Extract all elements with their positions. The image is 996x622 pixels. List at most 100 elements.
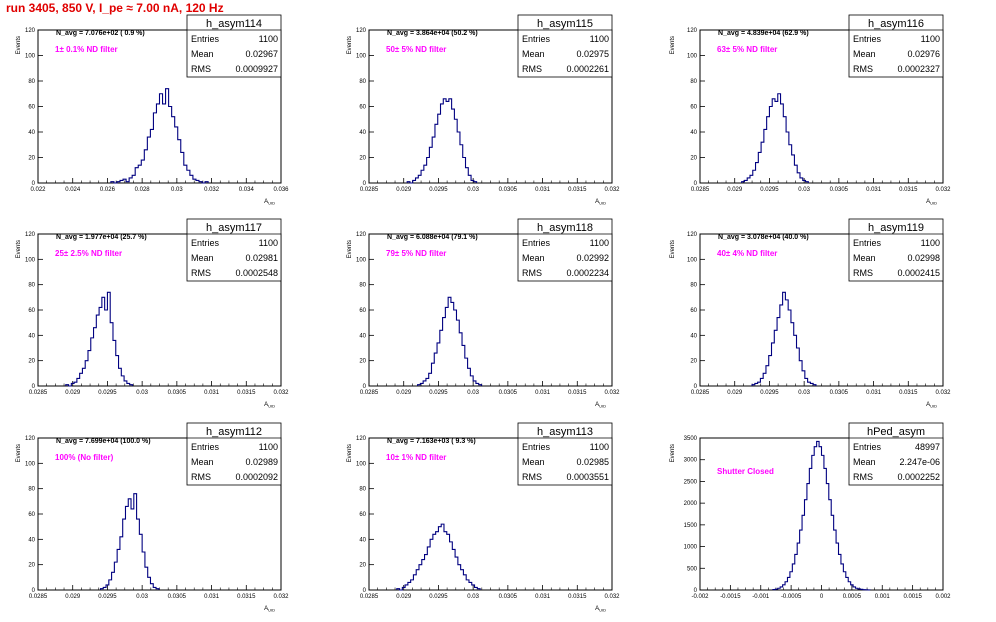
x-tick-label: 0.0305 xyxy=(499,187,518,193)
x-tick-label: 0.03 xyxy=(136,594,148,600)
x-tick-label: 0.026 xyxy=(100,187,116,193)
n-avg-label: N_avg = 1.977e+04 (25.7 %) xyxy=(56,234,147,241)
stats-value: 0.0003551 xyxy=(566,472,609,482)
y-tick-label: 60 xyxy=(28,105,35,111)
x-axis-label: AUID xyxy=(595,199,606,206)
histogram-line xyxy=(99,493,160,590)
x-tick-label: 0.0305 xyxy=(830,390,849,396)
y-tick-label: 120 xyxy=(356,232,367,238)
x-axis-label-subscript: UID xyxy=(599,608,606,613)
x-tick-label: 0.0305 xyxy=(830,187,849,193)
x-tick-label: 0 xyxy=(820,594,824,600)
stats-value: 1100 xyxy=(921,34,940,44)
x-tick-label: 0.03 xyxy=(467,187,479,193)
x-tick-label: 0.029 xyxy=(727,187,743,193)
x-axis-label-subscript: UID xyxy=(268,404,275,409)
histogram-name: h_asym116 xyxy=(868,18,924,30)
y-tick-label: 120 xyxy=(25,232,36,238)
stats-label: RMS xyxy=(191,64,211,74)
x-tick-label: 0.032 xyxy=(273,390,289,396)
y-tick-label: 0 xyxy=(32,588,36,594)
x-tick-label: 0.031 xyxy=(204,594,220,600)
y-tick-label: 0 xyxy=(694,384,698,390)
y-tick-label: 20 xyxy=(690,156,697,162)
stats-box xyxy=(186,218,282,282)
stats-label: RMS xyxy=(522,64,542,74)
n-avg-label: N_avg = 3.078e+04 (40.0 %) xyxy=(718,234,809,241)
stats-value: 0.0002092 xyxy=(235,472,278,482)
y-axis-label: Events xyxy=(347,444,353,462)
x-tick-label: 0.0295 xyxy=(760,187,779,193)
y-tick-label: 120 xyxy=(687,28,698,34)
y-tick-label: 20 xyxy=(359,563,366,569)
x-axis-label: AUID xyxy=(595,606,606,613)
stats-label: Entries xyxy=(191,34,220,44)
x-tick-label: 0.0295 xyxy=(429,594,448,600)
y-axis-label: Events xyxy=(347,36,353,54)
x-axis-label-subscript: UID xyxy=(599,201,606,206)
n-avg-label: N_avg = 7.699e+04 (100.0 %) xyxy=(56,438,151,445)
y-tick-label: 20 xyxy=(359,359,366,365)
y-tick-label: 80 xyxy=(690,79,697,85)
histogram-name: h_asym113 xyxy=(537,426,593,438)
y-axis-label: Events xyxy=(670,240,676,258)
x-tick-label: 0.0285 xyxy=(360,594,379,600)
filter-label: 1± 0.1% ND filter xyxy=(55,45,118,54)
histogram-name: h_asym119 xyxy=(868,222,924,234)
x-tick-label: 0.031 xyxy=(866,187,882,193)
x-axis-label-subscript: UID xyxy=(268,201,275,206)
y-tick-label: 80 xyxy=(359,79,366,85)
y-tick-label: 20 xyxy=(28,156,35,162)
y-tick-label: 100 xyxy=(25,461,36,467)
stats-box xyxy=(517,218,613,282)
histogram-name: hPed_asym xyxy=(867,426,925,438)
x-tick-label: 0.0315 xyxy=(237,390,256,396)
x-tick-label: 0.032 xyxy=(604,187,620,193)
x-axis-label: AUID xyxy=(926,199,937,206)
stats-box xyxy=(186,422,282,486)
histogram-line xyxy=(406,98,478,184)
x-tick-label: 0.0305 xyxy=(168,390,187,396)
x-tick-label: -0.001 xyxy=(752,594,770,600)
y-tick-label: 3500 xyxy=(684,436,698,442)
stats-value: 0.02975 xyxy=(576,49,609,59)
histogram-panel-h_asym119: 0.0285 0.029 0.0295 0.03 0.0305 0.031 0.0315 0.… xyxy=(670,218,951,409)
y-axis-label: Events xyxy=(347,240,353,258)
y-tick-label: 100 xyxy=(25,54,36,60)
x-tick-label: 0.0285 xyxy=(29,594,48,600)
filter-label: 25± 2.5% ND filter xyxy=(55,249,122,258)
stats-value: 0.02981 xyxy=(245,253,278,263)
histogram-name: h_asym114 xyxy=(206,18,262,30)
x-tick-label: 0.029 xyxy=(396,594,412,600)
x-tick-label: -0.0015 xyxy=(720,594,741,600)
y-tick-label: 60 xyxy=(28,512,35,518)
y-tick-label: 40 xyxy=(28,537,35,543)
stats-label: Entries xyxy=(853,238,882,248)
stats-value: 0.02967 xyxy=(245,49,278,59)
x-tick-label: 0.0285 xyxy=(360,187,379,193)
x-tick-label: 0.0015 xyxy=(903,594,922,600)
stats-label: Mean xyxy=(191,49,214,59)
y-tick-label: 120 xyxy=(25,436,36,442)
y-tick-label: 100 xyxy=(356,54,367,60)
histogram-panel-h_asym117: 0.0285 0.029 0.0295 0.03 0.0305 0.031 0.0315 0.… xyxy=(16,218,289,409)
stats-value: 0.02976 xyxy=(907,49,940,59)
n-avg-label: N_avg = 4.839e+04 (62.9 %) xyxy=(718,30,809,37)
y-tick-label: 120 xyxy=(25,28,36,34)
x-tick-label: 0.001 xyxy=(875,594,891,600)
x-tick-label: 0.031 xyxy=(866,390,882,396)
histogram-line xyxy=(741,93,809,183)
x-tick-label: 0.032 xyxy=(935,390,951,396)
y-tick-label: 40 xyxy=(359,130,366,136)
stats-value: 0.02989 xyxy=(245,457,278,467)
stats-label: RMS xyxy=(191,268,211,278)
x-axis-label: AUID xyxy=(264,199,275,206)
y-tick-label: 40 xyxy=(690,333,697,339)
y-tick-label: 0 xyxy=(694,588,698,594)
histogram-name: h_asym118 xyxy=(537,222,593,234)
filter-label: 100% (No filter) xyxy=(55,453,114,462)
stats-value: 0.02985 xyxy=(576,457,609,467)
x-tick-label: 0.031 xyxy=(535,594,551,600)
x-tick-label: 0.0315 xyxy=(237,594,256,600)
x-axis-label-subscript: UID xyxy=(599,404,606,409)
